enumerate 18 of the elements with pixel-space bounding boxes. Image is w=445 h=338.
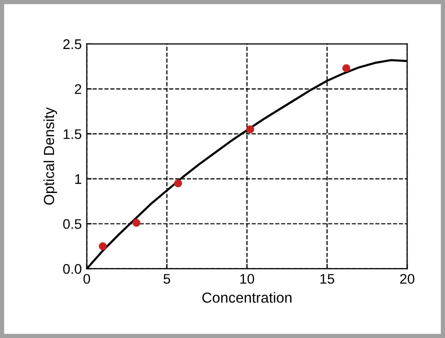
point (246, 125, 254, 134)
point (174, 179, 182, 188)
point (98, 242, 107, 250)
point (342, 64, 350, 72)
x-tick-label: 0 (83, 274, 90, 284)
y-tick-label: 2.5 (63, 39, 82, 50)
y-tick-label: 1.5 (64, 129, 82, 140)
x-tick-label: 15 (320, 274, 334, 284)
x-axis-title: Concentration (202, 292, 292, 303)
x-tick-label: 5 (164, 274, 170, 284)
point (132, 218, 140, 227)
y-tick-label: 0.5 (63, 219, 82, 229)
x-tick-label: 10 (240, 274, 254, 284)
x-tick-label: 20 (400, 274, 414, 284)
y-tick-label: 0.0 (63, 264, 82, 274)
y-axis-title: Optical Density (43, 107, 58, 205)
y-tick-label: 1 (75, 174, 82, 184)
y-tick-label: 2 (74, 84, 82, 94)
